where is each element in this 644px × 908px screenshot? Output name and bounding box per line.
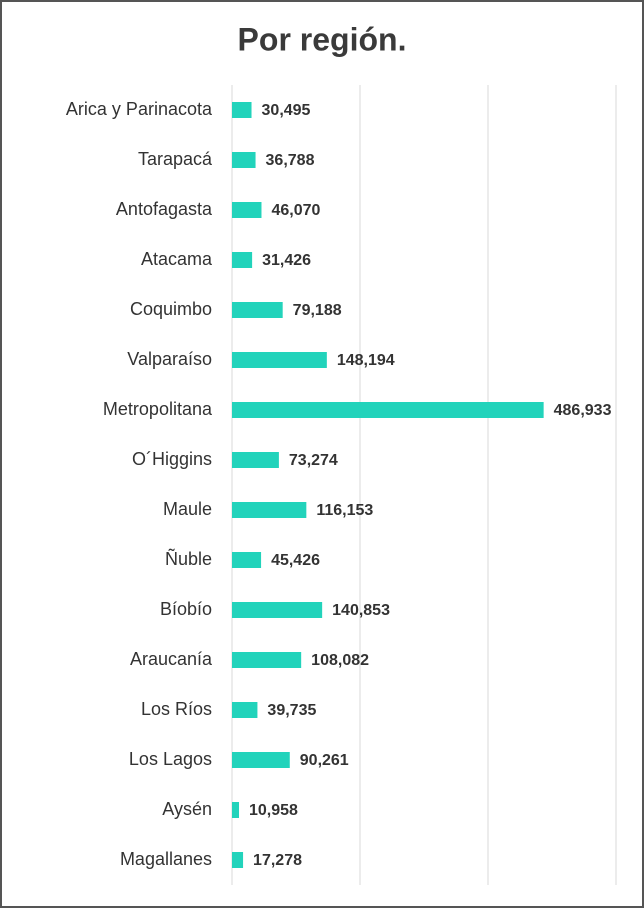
bar xyxy=(232,552,262,568)
bar xyxy=(232,202,262,218)
bar xyxy=(232,352,327,368)
bar xyxy=(232,852,244,868)
bar xyxy=(232,402,544,418)
data-label: 36,788 xyxy=(266,152,315,169)
bar xyxy=(232,652,302,668)
y-tick-label: Aysén xyxy=(162,799,212,819)
y-tick-label: Araucanía xyxy=(130,649,213,669)
y-tick-label: Coquimbo xyxy=(130,299,212,319)
bar xyxy=(232,602,323,618)
bar xyxy=(232,802,240,818)
data-label: 140,853 xyxy=(332,602,390,619)
data-label: 73,274 xyxy=(289,452,338,469)
y-tick-label: Atacama xyxy=(141,249,213,269)
data-label: 79,188 xyxy=(293,302,342,319)
y-tick-label: Arica y Parinacota xyxy=(66,99,213,119)
data-label: 10,958 xyxy=(249,802,298,819)
y-tick-label: Maule xyxy=(163,499,212,519)
y-tick-label: Magallanes xyxy=(120,849,212,869)
bar xyxy=(232,102,252,118)
data-label: 45,426 xyxy=(271,552,320,569)
y-tick-label: Antofagasta xyxy=(116,199,213,219)
y-tick-label: Los Ríos xyxy=(141,699,212,719)
y-tick-label: Ñuble xyxy=(165,548,212,569)
bar xyxy=(232,502,307,518)
data-label: 486,933 xyxy=(554,402,612,419)
data-label: 39,735 xyxy=(267,702,316,719)
data-label: 46,070 xyxy=(271,202,320,219)
data-label: 148,194 xyxy=(337,352,395,369)
bar xyxy=(232,302,283,318)
y-tick-label: Tarapacá xyxy=(138,149,213,169)
y-tick-label: Los Lagos xyxy=(129,749,212,769)
bar xyxy=(232,702,258,718)
y-tick-label: Metropolitana xyxy=(103,399,213,419)
data-label: 30,495 xyxy=(262,102,311,119)
data-label: 31,426 xyxy=(262,252,311,269)
chart-title: Por región. xyxy=(238,21,407,57)
bar xyxy=(232,252,253,268)
y-tick-label: Valparaíso xyxy=(127,349,212,369)
bar xyxy=(232,152,256,168)
y-tick-label: Bíobío xyxy=(160,599,212,619)
y-tick-label: O´Higgins xyxy=(132,449,212,469)
bar xyxy=(232,452,279,468)
bar xyxy=(232,752,290,768)
data-label: 17,278 xyxy=(253,852,302,869)
data-label: 116,153 xyxy=(316,502,373,519)
data-label: 90,261 xyxy=(300,752,349,769)
data-label: 108,082 xyxy=(311,652,369,669)
